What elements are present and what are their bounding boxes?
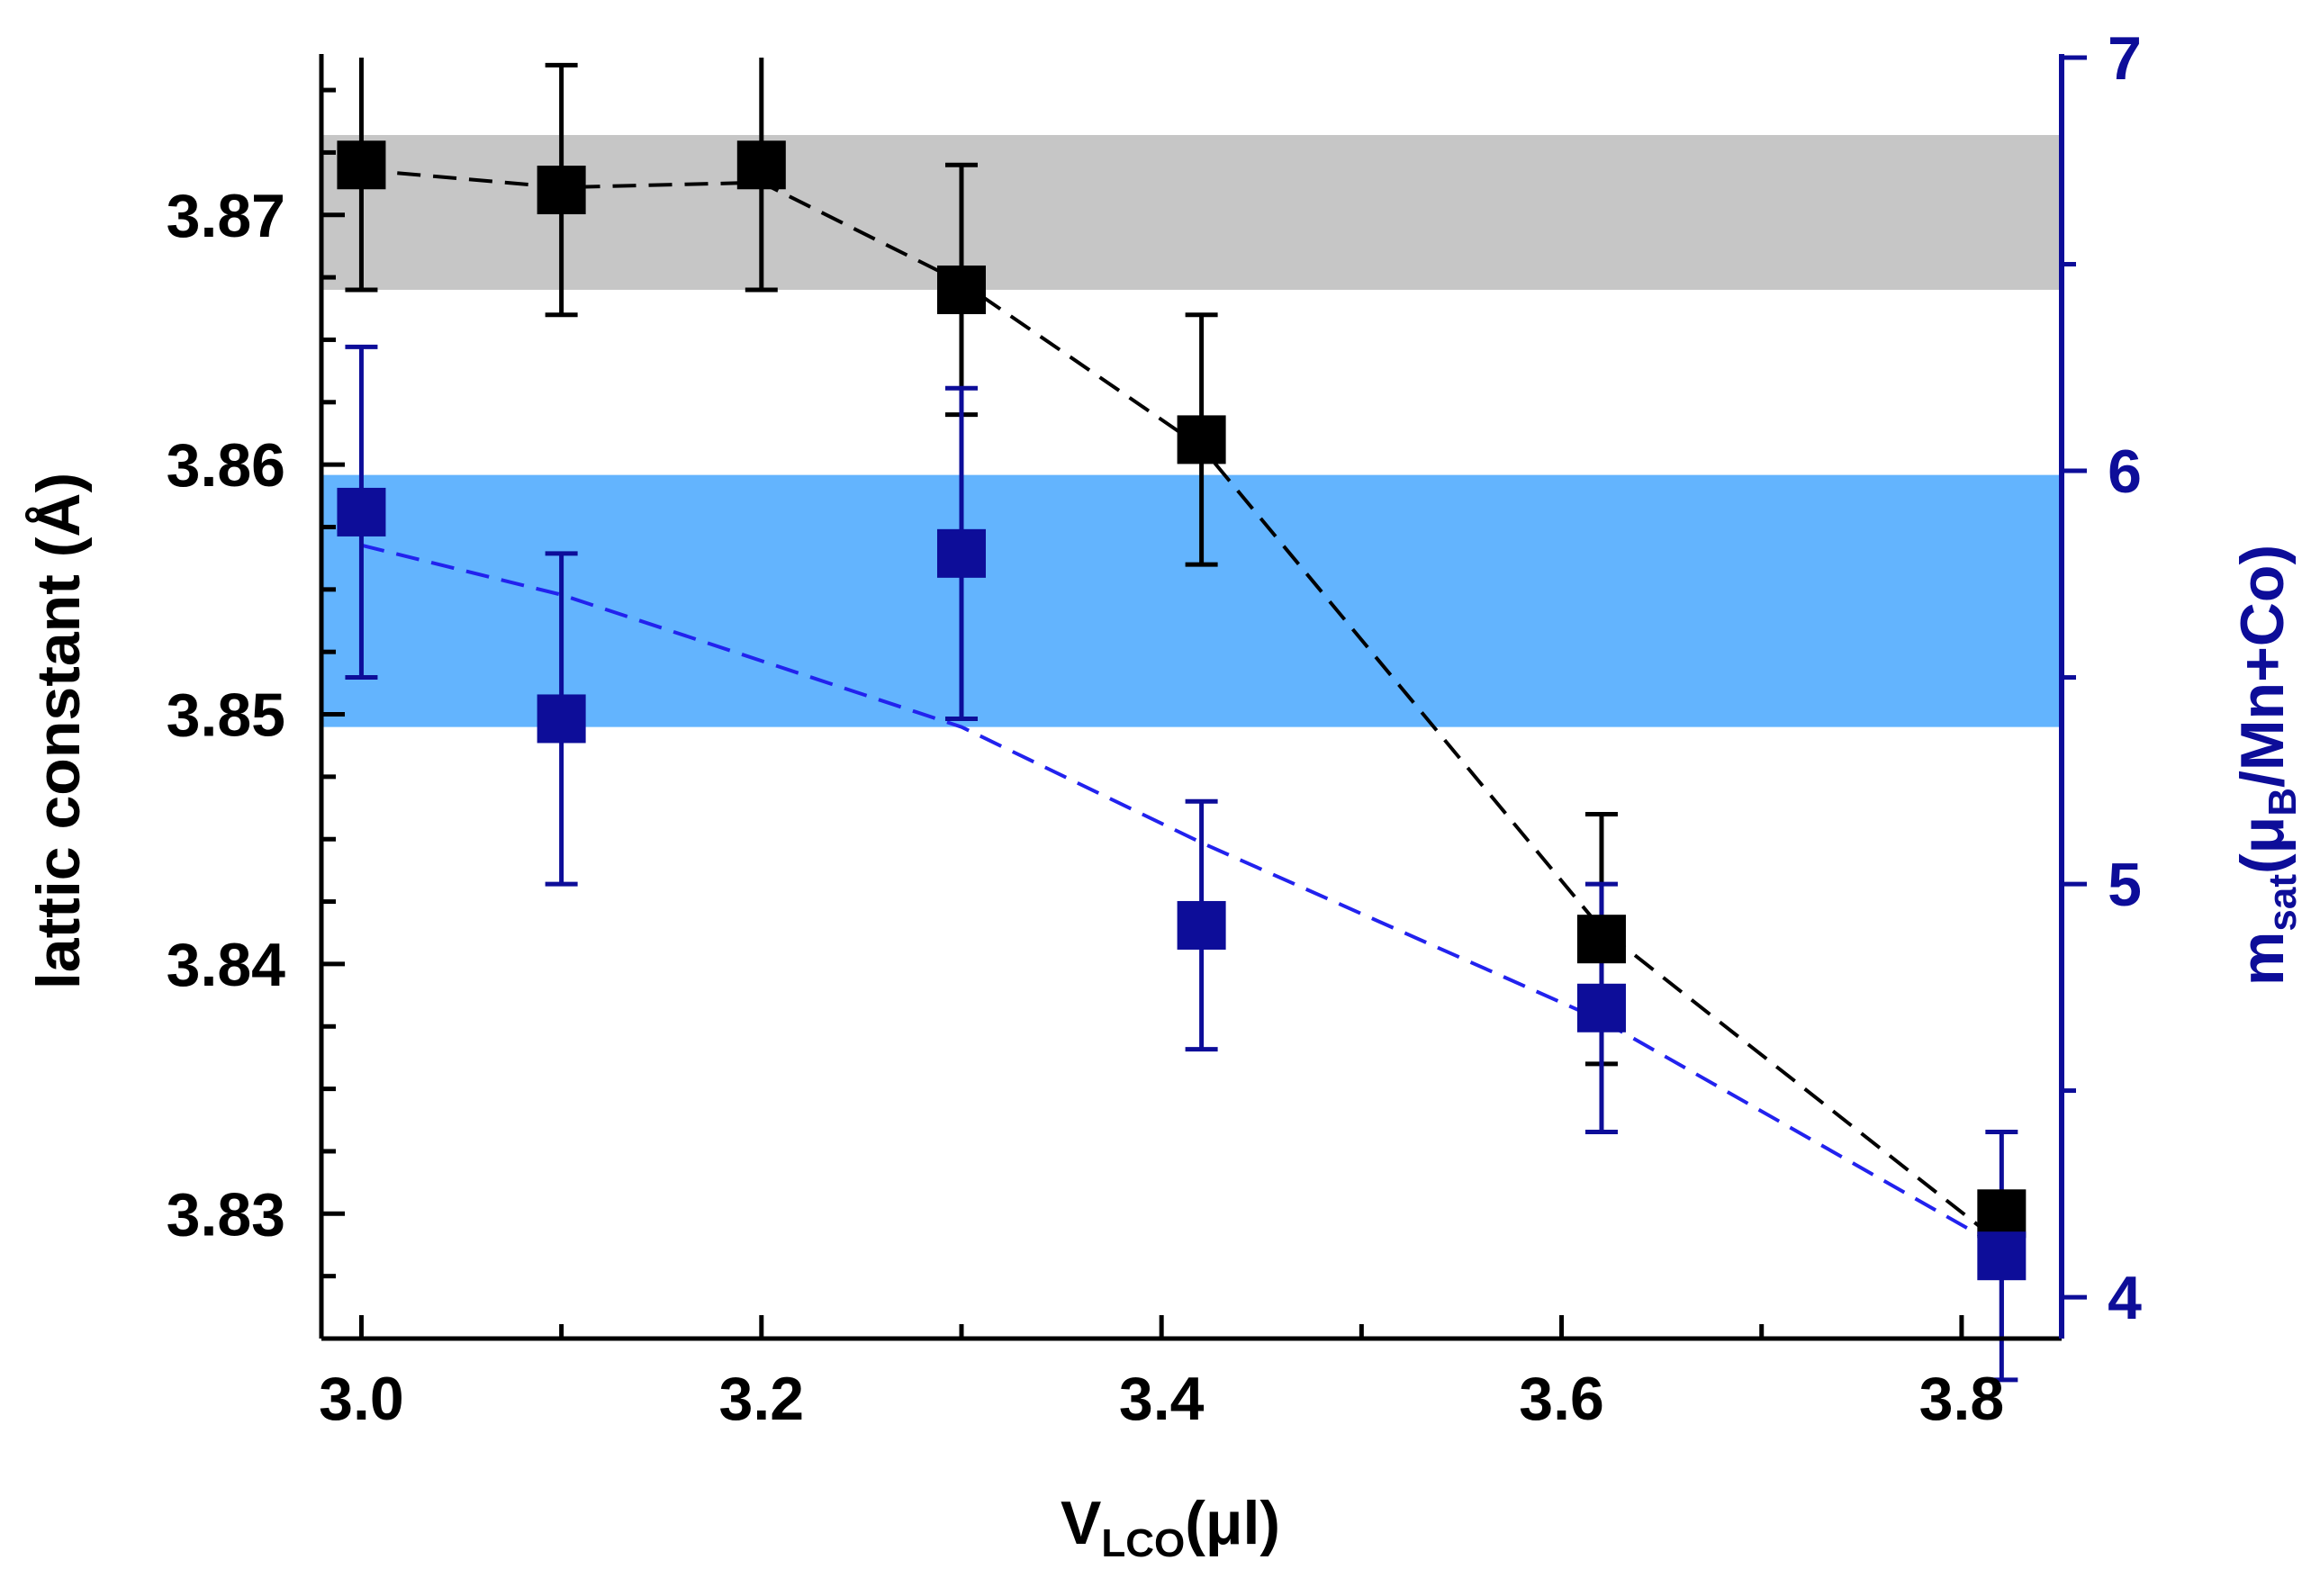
y-right-tick-label: 7 bbox=[2108, 24, 2142, 93]
y-left-tick-label: 3.86 bbox=[167, 431, 285, 500]
y-right-tick-label: 5 bbox=[2108, 851, 2142, 919]
data-point-msat bbox=[1177, 900, 1226, 950]
y-left-tick-label: 3.85 bbox=[167, 681, 285, 750]
data-point-lattice bbox=[936, 265, 986, 314]
y-right-tick-label: 4 bbox=[2108, 1264, 2142, 1332]
data-point-msat bbox=[537, 694, 586, 744]
tick-labels-layer: 3.0 3.2 3.4 3.6 3.8 3.83 3.84 3.85 3.86 3.87 4 5 6 7 bbox=[167, 24, 2142, 1433]
data-point-lattice bbox=[1977, 1189, 2027, 1239]
moment-band bbox=[321, 474, 2062, 727]
data-point-lattice bbox=[537, 166, 586, 215]
data-point-lattice bbox=[736, 140, 786, 190]
lattice-band bbox=[321, 134, 2062, 290]
x-tick-label: 3.4 bbox=[1119, 1365, 1205, 1433]
y-right-tick-label: 6 bbox=[2108, 437, 2142, 506]
points-layer bbox=[337, 140, 2027, 1281]
data-point-msat bbox=[936, 528, 986, 578]
data-point-lattice bbox=[1576, 915, 1626, 964]
x-tick-label: 3.8 bbox=[1919, 1365, 2005, 1433]
axes-layer bbox=[319, 54, 2087, 1341]
bands-layer bbox=[321, 134, 2062, 727]
x-tick-label: 3.2 bbox=[719, 1365, 805, 1433]
data-point-lattice bbox=[337, 140, 386, 190]
y-right-axis-title: msat(μB/Mn+Co) bbox=[2228, 545, 2305, 986]
y-left-axis-title: lattic constant (Å) bbox=[24, 473, 93, 989]
y-left-tick-label: 3.87 bbox=[167, 182, 285, 250]
x-tick-label: 3.0 bbox=[319, 1365, 404, 1433]
data-point-lattice bbox=[1177, 415, 1226, 464]
trend-line-msat bbox=[360, 543, 2003, 1249]
data-point-msat bbox=[337, 487, 386, 537]
y-left-tick-label: 3.84 bbox=[167, 931, 286, 999]
y-left-tick-label: 3.83 bbox=[167, 1180, 285, 1249]
data-point-msat bbox=[1576, 983, 1626, 1032]
data-point-msat bbox=[1977, 1231, 2027, 1281]
x-tick-label: 3.6 bbox=[1519, 1365, 1604, 1433]
x-axis-title: VLCO(μl) bbox=[1061, 1489, 1280, 1565]
